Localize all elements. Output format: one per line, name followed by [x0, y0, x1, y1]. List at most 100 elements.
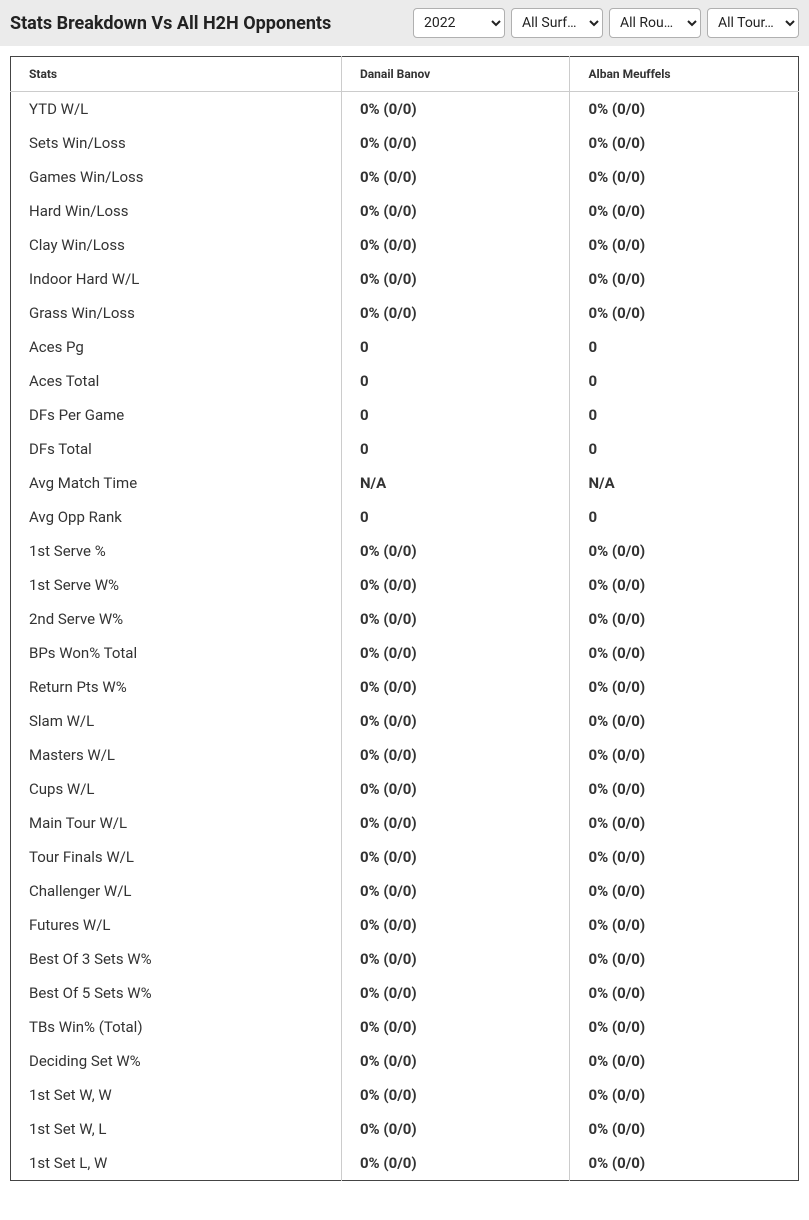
table-row: Clay Win/Loss0% (0/0)0% (0/0) — [11, 228, 799, 262]
player1-value: 0% (0/0) — [341, 1112, 570, 1146]
player1-value: 0% (0/0) — [341, 296, 570, 330]
player2-value: 0% (0/0) — [570, 636, 799, 670]
player2-value: 0% (0/0) — [570, 908, 799, 942]
stat-label: BPs Won% Total — [11, 636, 342, 670]
table-row: Tour Finals W/L0% (0/0)0% (0/0) — [11, 840, 799, 874]
stat-label: Clay Win/Loss — [11, 228, 342, 262]
table-row: 1st Set L, W0% (0/0)0% (0/0) — [11, 1146, 799, 1181]
stat-label: Deciding Set W% — [11, 1044, 342, 1078]
player1-value: 0% (0/0) — [341, 636, 570, 670]
player1-value: 0% (0/0) — [341, 704, 570, 738]
player2-value: 0% (0/0) — [570, 262, 799, 296]
stat-label: Hard Win/Loss — [11, 194, 342, 228]
player1-value: 0% (0/0) — [341, 126, 570, 160]
table-row: Aces Total00 — [11, 364, 799, 398]
stat-label: Indoor Hard W/L — [11, 262, 342, 296]
table-row: BPs Won% Total0% (0/0)0% (0/0) — [11, 636, 799, 670]
player1-value: 0% (0/0) — [341, 1010, 570, 1044]
table-row: DFs Per Game00 — [11, 398, 799, 432]
player2-value: 0% (0/0) — [570, 602, 799, 636]
table-row: 1st Set W, W0% (0/0)0% (0/0) — [11, 1078, 799, 1112]
player2-value: 0% (0/0) — [570, 534, 799, 568]
player1-value: 0% (0/0) — [341, 806, 570, 840]
player1-value: 0% (0/0) — [341, 908, 570, 942]
table-row: Deciding Set W%0% (0/0)0% (0/0) — [11, 1044, 799, 1078]
table-row: Futures W/L0% (0/0)0% (0/0) — [11, 908, 799, 942]
player2-value: 0% (0/0) — [570, 840, 799, 874]
stat-label: Masters W/L — [11, 738, 342, 772]
stat-label: 1st Serve % — [11, 534, 342, 568]
stat-label: Aces Pg — [11, 330, 342, 364]
page-title: Stats Breakdown Vs All H2H Opponents — [10, 13, 407, 34]
table-row: Games Win/Loss0% (0/0)0% (0/0) — [11, 160, 799, 194]
player2-value: N/A — [570, 466, 799, 500]
stat-label: Avg Opp Rank — [11, 500, 342, 534]
player2-value: 0% (0/0) — [570, 1146, 799, 1181]
stat-label: TBs Win% (Total) — [11, 1010, 342, 1044]
player2-value: 0% (0/0) — [570, 194, 799, 228]
round-filter[interactable]: All Rou… — [609, 8, 701, 38]
stat-label: Sets Win/Loss — [11, 126, 342, 160]
player1-value: 0% (0/0) — [341, 568, 570, 602]
stats-table: Stats Danail Banov Alban Meuffels YTD W/… — [10, 56, 799, 1181]
player1-value: 0% (0/0) — [341, 1078, 570, 1112]
tour-filter[interactable]: All Tour… — [707, 8, 799, 38]
player2-value: 0% (0/0) — [570, 126, 799, 160]
table-row: 1st Set W, L0% (0/0)0% (0/0) — [11, 1112, 799, 1146]
player2-value: 0% (0/0) — [570, 738, 799, 772]
col-header-stats: Stats — [11, 57, 342, 92]
table-wrapper: Stats Danail Banov Alban Meuffels YTD W/… — [0, 46, 809, 1191]
player1-value: 0% (0/0) — [341, 942, 570, 976]
player1-value: 0% (0/0) — [341, 1146, 570, 1181]
player1-value: 0% (0/0) — [341, 160, 570, 194]
table-row: Avg Match TimeN/AN/A — [11, 466, 799, 500]
player1-value: 0 — [341, 364, 570, 398]
table-row: YTD W/L0% (0/0)0% (0/0) — [11, 92, 799, 127]
player2-value: 0% (0/0) — [570, 806, 799, 840]
player1-value: 0% (0/0) — [341, 772, 570, 806]
player2-value: 0% (0/0) — [570, 1044, 799, 1078]
player2-value: 0% (0/0) — [570, 160, 799, 194]
table-row: Best Of 5 Sets W%0% (0/0)0% (0/0) — [11, 976, 799, 1010]
player1-value: 0% (0/0) — [341, 534, 570, 568]
table-row: 1st Serve W%0% (0/0)0% (0/0) — [11, 568, 799, 602]
table-row: Grass Win/Loss0% (0/0)0% (0/0) — [11, 296, 799, 330]
table-row: Sets Win/Loss0% (0/0)0% (0/0) — [11, 126, 799, 160]
stat-label: Tour Finals W/L — [11, 840, 342, 874]
player2-value: 0 — [570, 432, 799, 466]
table-row: 2nd Serve W%0% (0/0)0% (0/0) — [11, 602, 799, 636]
stat-label: Best Of 5 Sets W% — [11, 976, 342, 1010]
table-row: Avg Opp Rank00 — [11, 500, 799, 534]
col-header-player2: Alban Meuffels — [570, 57, 799, 92]
header-bar: Stats Breakdown Vs All H2H Opponents 202… — [0, 0, 809, 46]
player2-value: 0 — [570, 330, 799, 364]
stat-label: Cups W/L — [11, 772, 342, 806]
player2-value: 0% (0/0) — [570, 1010, 799, 1044]
stat-label: 1st Set L, W — [11, 1146, 342, 1181]
player2-value: 0% (0/0) — [570, 772, 799, 806]
stat-label: Slam W/L — [11, 704, 342, 738]
player1-value: 0% (0/0) — [341, 262, 570, 296]
player1-value: 0% (0/0) — [341, 602, 570, 636]
stat-label: Best Of 3 Sets W% — [11, 942, 342, 976]
player1-value: 0 — [341, 398, 570, 432]
stat-label: 2nd Serve W% — [11, 602, 342, 636]
player1-value: 0% (0/0) — [341, 874, 570, 908]
table-row: Hard Win/Loss0% (0/0)0% (0/0) — [11, 194, 799, 228]
year-filter[interactable]: 2022 — [413, 8, 505, 38]
table-row: Indoor Hard W/L0% (0/0)0% (0/0) — [11, 262, 799, 296]
player1-value: 0% (0/0) — [341, 228, 570, 262]
surface-filter[interactable]: All Surf… — [511, 8, 603, 38]
table-row: Main Tour W/L0% (0/0)0% (0/0) — [11, 806, 799, 840]
player1-value: 0 — [341, 500, 570, 534]
table-row: TBs Win% (Total)0% (0/0)0% (0/0) — [11, 1010, 799, 1044]
player2-value: 0% (0/0) — [570, 874, 799, 908]
player2-value: 0% (0/0) — [570, 92, 799, 127]
table-row: Best Of 3 Sets W%0% (0/0)0% (0/0) — [11, 942, 799, 976]
player2-value: 0% (0/0) — [570, 670, 799, 704]
stat-label: Avg Match Time — [11, 466, 342, 500]
player2-value: 0% (0/0) — [570, 1112, 799, 1146]
table-row: DFs Total00 — [11, 432, 799, 466]
table-row: Challenger W/L0% (0/0)0% (0/0) — [11, 874, 799, 908]
stat-label: Futures W/L — [11, 908, 342, 942]
